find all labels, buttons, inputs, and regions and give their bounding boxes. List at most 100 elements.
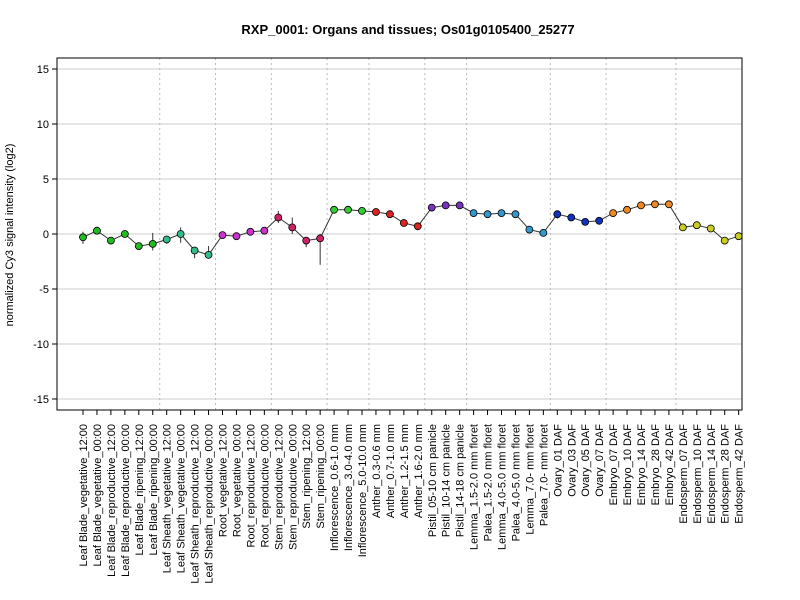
x-tick-label: Endosperm_07 DAF — [678, 424, 690, 524]
data-point — [330, 205, 339, 214]
x-tick-label: Endosperm_42 DAF — [734, 424, 746, 524]
data-point — [134, 242, 143, 251]
y-tick-label: -15 — [33, 394, 49, 406]
y-tick-label: 0 — [43, 229, 49, 241]
y-axis: -15 -10 -5 0 5 10 15 — [33, 64, 57, 406]
data-point — [455, 201, 464, 210]
x-tick-label: Ovary_03 DAF — [566, 424, 578, 497]
x-tick-label: Leaf Sheath_reproductive_12:00 — [190, 424, 202, 584]
x-tick-label: Leaf Blade_vegetative_12:00 — [78, 424, 90, 567]
data-point — [344, 205, 352, 214]
data-point — [678, 223, 687, 232]
x-tick-label: Leaf Sheath_vegetative_12:00 — [162, 424, 174, 573]
data-point — [553, 210, 562, 219]
x-tick-label: Leaf Blade_vegetative_00:00 — [92, 424, 104, 567]
y-tick-label: 10 — [37, 119, 49, 131]
series-polyline — [82, 203, 739, 256]
x-tick-label: Pistil_05-10 cm panicle — [427, 424, 439, 537]
x-tick-label: Embryo_28 DAF — [650, 424, 662, 506]
data-point — [581, 217, 590, 226]
data-points — [79, 200, 743, 259]
x-tick-label: Stem_ripening_12:00 — [301, 424, 313, 529]
group-separators — [159, 58, 677, 410]
x-tick-label: Lemma_1.5-2.0 mm floret — [469, 424, 481, 550]
x-tick-label: Embryo_14 DAF — [636, 424, 648, 506]
data-point — [190, 246, 199, 255]
data-point — [706, 224, 715, 233]
x-tick-label: Stem_ripening_00:00 — [315, 424, 327, 529]
x-tick-label: Ovary_01 DAF — [552, 424, 564, 497]
data-point — [469, 209, 478, 218]
data-point — [232, 232, 241, 241]
x-tick-label: Ovary_07 DAF — [594, 424, 606, 497]
data-point — [162, 235, 171, 244]
y-tick-label: 15 — [37, 64, 49, 76]
data-point — [483, 210, 492, 219]
x-tick-label: Lemma_7.0- mm floret — [524, 424, 536, 535]
series-line — [82, 203, 739, 256]
x-tick-label: Embryo_42 DAF — [664, 424, 676, 506]
x-tick-label: Root_vegetative_12:00 — [218, 424, 230, 537]
x-tick-label: Anther_0.7-1.0 mm — [385, 424, 397, 518]
x-tick-label: Endosperm_28 DAF — [720, 424, 732, 524]
x-tick-label: Anther_1.6-2.0 mm — [413, 424, 425, 518]
x-tick-label: Leaf Blade_reproductive_00:00 — [120, 424, 132, 577]
x-tick-label: Inflorescence_0.6-1.0 mm — [329, 424, 341, 551]
data-point — [107, 236, 115, 245]
x-tick-label: Ovary_05 DAF — [580, 424, 592, 497]
x-tick-label: Stem_reproductive_12:00 — [273, 424, 285, 550]
x-tick-label: Root_vegetative_00:00 — [231, 424, 243, 537]
data-point — [79, 233, 87, 242]
x-tick-label: Embryo_10 DAF — [622, 424, 634, 506]
data-point — [511, 210, 520, 219]
data-point — [595, 216, 604, 225]
data-point — [441, 201, 450, 210]
data-point — [302, 236, 311, 245]
data-point — [260, 226, 269, 235]
data-point — [427, 203, 436, 212]
y-tick-label: -10 — [33, 339, 49, 351]
x-tick-label: Leaf Blade_reproductive_12:00 — [106, 424, 118, 577]
grid-layer — [57, 68, 742, 400]
data-point — [692, 221, 701, 230]
data-point — [204, 250, 213, 259]
data-point — [120, 230, 129, 238]
x-tick-label: Leaf Blade_ripening_12:00 — [134, 424, 146, 556]
data-point — [497, 209, 506, 218]
data-point — [637, 201, 645, 210]
x-tick-label: Palea_7.0- mm floret — [538, 424, 550, 526]
data-point — [525, 225, 534, 234]
plot-frame — [56, 57, 743, 411]
x-tick-label: Root_reproductive_12:00 — [245, 424, 257, 548]
x-tick-label: Endosperm_14 DAF — [706, 424, 718, 524]
chart-title: RXP_0001: Organs and tissues; Os01g01054… — [241, 22, 574, 37]
x-tick-label: Palea_1.5-2.0 mm floret — [483, 424, 495, 541]
data-point — [385, 210, 394, 219]
x-axis: Leaf Blade_vegetative_12:00 Leaf Blade_ve… — [78, 410, 746, 584]
data-point — [567, 213, 576, 222]
data-point — [148, 239, 157, 248]
data-point — [176, 230, 185, 238]
y-tick-label: -5 — [39, 284, 49, 296]
x-tick-label: Leaf Blade_ripening_00:00 — [148, 424, 160, 556]
y-axis-label: normalized Cy3 signal intensity (log2) — [4, 144, 16, 327]
x-tick-label: Leaf Sheath_vegetative_00:00 — [176, 424, 188, 573]
x-tick-label: Inflorescence_3.0-4.0 mm — [343, 424, 355, 551]
data-point — [274, 213, 283, 222]
data-point — [399, 219, 408, 227]
x-tick-label: Pistil_14-18 cm panicle — [455, 424, 467, 537]
x-tick-label: Endosperm_10 DAF — [692, 424, 704, 524]
y-tick-label: 5 — [43, 174, 49, 186]
data-point — [358, 206, 366, 215]
data-point — [720, 236, 729, 245]
x-tick-label: Palea_4.0-5.0 mm floret — [510, 424, 522, 541]
data-point — [413, 222, 422, 231]
data-point — [609, 209, 617, 218]
data-point — [316, 234, 325, 243]
x-tick-label: Pistil_10-14 cm panicle — [441, 424, 453, 537]
data-point — [288, 223, 297, 232]
data-point — [93, 226, 101, 235]
data-point — [665, 200, 673, 209]
x-tick-label: Inflorescence_5.0-10.0 mm — [357, 424, 369, 557]
x-tick-label: Root_reproductive_00:00 — [259, 424, 271, 548]
